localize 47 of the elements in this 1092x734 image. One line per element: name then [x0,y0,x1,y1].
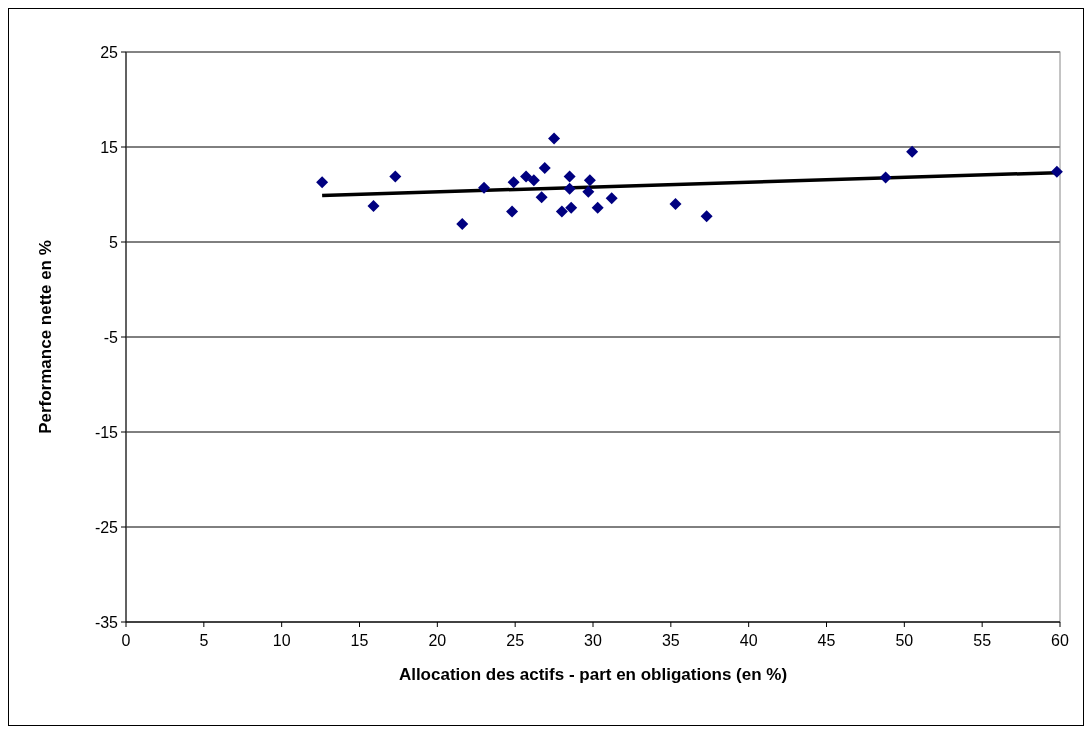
x-tick-label: 10 [272,632,291,649]
point [520,170,533,183]
point [605,192,618,205]
y-tick-label: -15 [94,423,119,441]
y-axis-title: Performance nette en % [36,240,55,434]
point [548,132,561,145]
x-tick-label: 25 [506,632,525,649]
x-tick-label: 55 [973,632,992,649]
point [700,210,713,223]
x-tick-label: 30 [584,632,602,649]
point [582,185,595,198]
point [478,181,491,194]
x-tick-label: 50 [895,632,914,649]
point [591,201,604,214]
point [1050,165,1063,178]
point [906,145,919,158]
point [506,205,519,218]
y-tick-label: 5 [109,233,119,251]
point [456,217,469,230]
point [367,199,380,212]
point [535,191,548,204]
point [563,182,576,195]
point [565,201,578,214]
point [527,174,540,187]
x-tick-label: 60 [1051,632,1069,649]
point [583,174,596,187]
point [389,170,402,183]
y-tick-label: -5 [103,328,119,346]
x-tick-label: 35 [661,632,680,649]
point [316,176,329,189]
point [879,171,892,184]
x-tick-label: 45 [817,632,836,649]
point [538,161,551,174]
x-axis-title: Allocation des actifs - part en obligations (en %) [398,665,788,684]
x-tick-label: 15 [350,632,369,649]
y-tick-label: 25 [100,43,119,61]
x-tick-label: 40 [739,632,758,649]
y-tick-label: -35 [94,613,119,631]
point [563,170,576,183]
y-tick-label: -25 [94,518,119,536]
x-tick-label: 20 [428,632,447,649]
x-tick-label: 0 [121,632,131,649]
y-tick-label: 15 [100,138,119,156]
point [669,198,682,210]
point [555,205,568,218]
point [507,176,520,189]
x-tick-label: 5 [199,632,209,649]
